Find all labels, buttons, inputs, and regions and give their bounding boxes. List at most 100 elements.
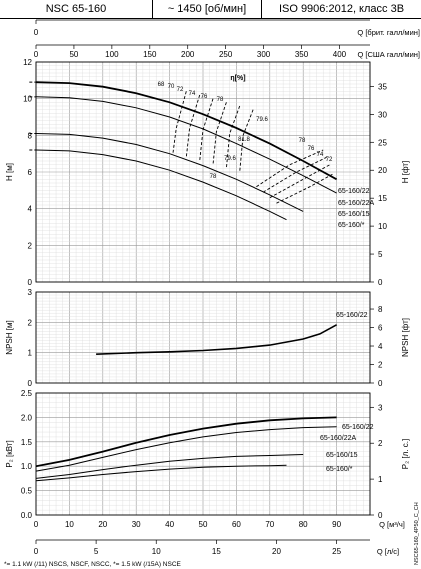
efficiency-label: 76 (308, 146, 315, 152)
ls-tick-label: 25 (332, 547, 341, 556)
efficiency-label: 79.6 (256, 117, 268, 123)
m3h-tick-label: 60 (232, 520, 241, 529)
efficiency-label: 70 (168, 84, 175, 90)
y-right-tick-label: 0 (378, 511, 383, 520)
efficiency-label: 72 (326, 157, 333, 163)
y-tick-label: 1 (28, 349, 33, 358)
y-right-tick-label: 5 (378, 250, 383, 259)
series-line-65-160- (35, 464, 287, 482)
efficiency-label: 78 (210, 174, 217, 180)
efficiency-marker: η[%] (230, 75, 245, 82)
y-tick-label: 6 (28, 168, 33, 177)
plot-frame (35, 291, 371, 384)
standard-label: ISO 9906:2012, класс 3B (278, 3, 405, 15)
y-right-tick-label: 2 (378, 361, 383, 370)
efficiency-label: 76 (201, 94, 208, 100)
y-axis-title: NPSH [м] (5, 320, 14, 354)
series-label: 65-160/* (326, 466, 353, 473)
m3h-axis-title: Q [м³/ч] (379, 520, 405, 529)
series-label: 65-160/22 (338, 188, 370, 195)
y-tick-label: 1.0 (21, 462, 33, 471)
y-right-tick-label: 0 (378, 278, 383, 287)
efficiency-label: 68 (158, 82, 165, 88)
us-tick-label: 50 (69, 50, 78, 59)
side-code: NSC65-160_4P50_C_CH (414, 502, 420, 565)
plot-frame (35, 392, 371, 516)
efficiency-isoline (172, 91, 187, 154)
y-axis-title: H [м] (5, 163, 14, 181)
series-line-65-160-22 (96, 324, 337, 355)
efficiency-isoline (225, 105, 241, 169)
m3h-tick-label: 70 (265, 520, 274, 529)
us-tick-label: 300 (257, 50, 271, 59)
m3h-tick-label: 90 (332, 520, 341, 529)
efficiency-isoline (199, 98, 214, 162)
y-right-tick-label: 30 (378, 110, 387, 119)
ls-tick-label: 10 (152, 547, 161, 556)
us-tick-label: 150 (143, 50, 157, 59)
m3h-tick-label: 80 (299, 520, 308, 529)
y-tick-label: 4 (28, 205, 33, 214)
efficiency-isoline (239, 109, 254, 173)
y-tick-label: 2 (28, 241, 33, 250)
efficiency-isoline (185, 94, 201, 158)
y-axis-title: P₂ [кВт] (5, 440, 14, 467)
y-right-tick-label: 1 (378, 475, 383, 484)
series-line-65-160-15 (35, 454, 304, 479)
y-tick-label: 2 (28, 318, 33, 327)
ls-tick-label: 0 (34, 547, 39, 556)
m3h-tick-label: 0 (34, 520, 39, 529)
plot-frame (35, 61, 371, 283)
us-tick-label: 350 (295, 50, 309, 59)
efficiency-label: 78 (217, 97, 224, 103)
y-right-tick-label: 2 (378, 439, 383, 448)
y-right-tick-label: 6 (378, 324, 383, 333)
y-tick-label: 0 (28, 379, 33, 388)
efficiency-isoline (276, 173, 334, 204)
header-bar: NSC 65-160 ~ 1450 [об/мин] ISO 9906:2012… (0, 0, 421, 19)
efficiency-label: 74 (317, 152, 324, 158)
ls-tick-label: 20 (272, 547, 281, 556)
m3h-tick-label: 30 (132, 520, 141, 529)
y-right-tick-label: 20 (378, 166, 387, 175)
us-tick-label: 250 (219, 50, 233, 59)
us-tick-label: 100 (105, 50, 119, 59)
y-tick-label: 2.0 (21, 413, 33, 422)
y-tick-label: 0.0 (21, 511, 33, 520)
m3h-tick-label: 50 (199, 520, 208, 529)
series-label: 65-160/22 (336, 312, 368, 319)
series-line-65-160-22a (35, 96, 337, 194)
us-tick-label: 0 (34, 50, 39, 59)
efficiency-isoline (212, 102, 227, 165)
y-right-tick-label: 10 (378, 222, 387, 231)
y-right-tick-label: 3 (378, 403, 383, 412)
efficiency-label: 79.6 (224, 156, 236, 162)
us-tick-label: 200 (181, 50, 195, 59)
m3h-tick-label: 10 (65, 520, 74, 529)
series-label: 65-160/15 (338, 211, 370, 218)
us-tick-label: 400 (333, 50, 347, 59)
series-line-65-160-15 (35, 133, 304, 212)
y-right-tick-label: 35 (378, 82, 387, 91)
y-tick-label: 0.5 (21, 487, 33, 496)
m3h-tick-label: 20 (98, 520, 107, 529)
y-right-tick-label: 0 (378, 379, 383, 388)
y-tick-label: 0 (28, 278, 33, 287)
series-label: 65-160/15 (326, 452, 358, 459)
efficiency-label: 74 (189, 91, 196, 97)
series-label: 65-160/22A (320, 435, 357, 442)
y-tick-label: 2.5 (21, 389, 33, 398)
series-line-65-160- (35, 149, 287, 221)
series-label: 65-160/22A (338, 200, 375, 207)
efficiency-isoline (262, 156, 327, 193)
us-axis-title: Q [США галл/мин] (357, 50, 420, 59)
y-tick-label: 3 (28, 288, 33, 297)
y-tick-label: 12 (23, 58, 32, 67)
series-label: 65-160/* (338, 222, 365, 229)
imp-axis-title: Q [брит. галл/мин] (357, 28, 420, 37)
imp-tick-label: 0 (34, 28, 39, 37)
y-right-axis-title: H [фт] (401, 161, 410, 184)
m3h-tick-label: 40 (165, 520, 174, 529)
